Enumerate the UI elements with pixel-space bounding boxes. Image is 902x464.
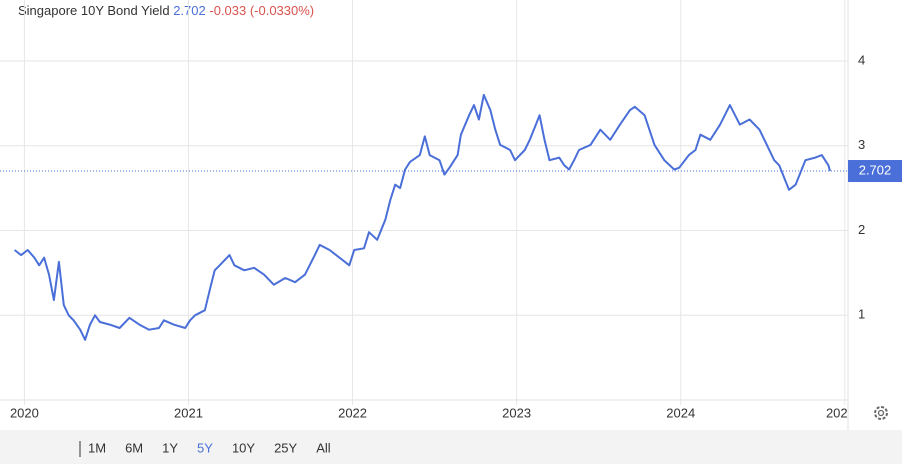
x-tick-label: 2022 — [338, 405, 367, 420]
range-button[interactable]: 6M — [125, 440, 143, 455]
x-tick-label: 2024 — [666, 405, 695, 420]
range-button[interactable]: 10Y — [232, 440, 255, 455]
x-tick-label: 2021 — [174, 405, 203, 420]
range-button[interactable]: 25Y — [274, 440, 297, 455]
range-button[interactable]: All — [316, 440, 331, 455]
settings-icon[interactable] — [874, 406, 888, 420]
y-tick-label: 4 — [858, 52, 865, 67]
x-tick-label: 202 — [826, 405, 848, 420]
range-button[interactable]: 5Y — [197, 440, 213, 455]
chart-title: Singapore 10Y Bond Yield — [18, 3, 170, 18]
last-value-label: 2.702 — [859, 162, 892, 177]
y-tick-label: 2 — [858, 222, 865, 237]
y-tick-label: 1 — [858, 307, 865, 322]
range-bar — [0, 430, 902, 464]
range-button[interactable]: 1Y — [162, 440, 178, 455]
x-tick-label: 2020 — [10, 405, 39, 420]
last-value-badge — [848, 160, 902, 183]
change: -0.033 (-0.0330%) — [209, 3, 314, 18]
x-axis: 2020 2021 2022 2023 2024 202 — [10, 0, 848, 420]
y-tick-label: 3 — [858, 137, 865, 152]
last-value: 2.702 — [173, 3, 206, 18]
range-button[interactable]: 1M — [88, 440, 106, 455]
line — [13, 93, 831, 341]
x-tick-label: 2023 — [502, 405, 531, 420]
header: Singapore 10Y Bond Yield 2.702 -0.033 (-… — [18, 3, 314, 18]
